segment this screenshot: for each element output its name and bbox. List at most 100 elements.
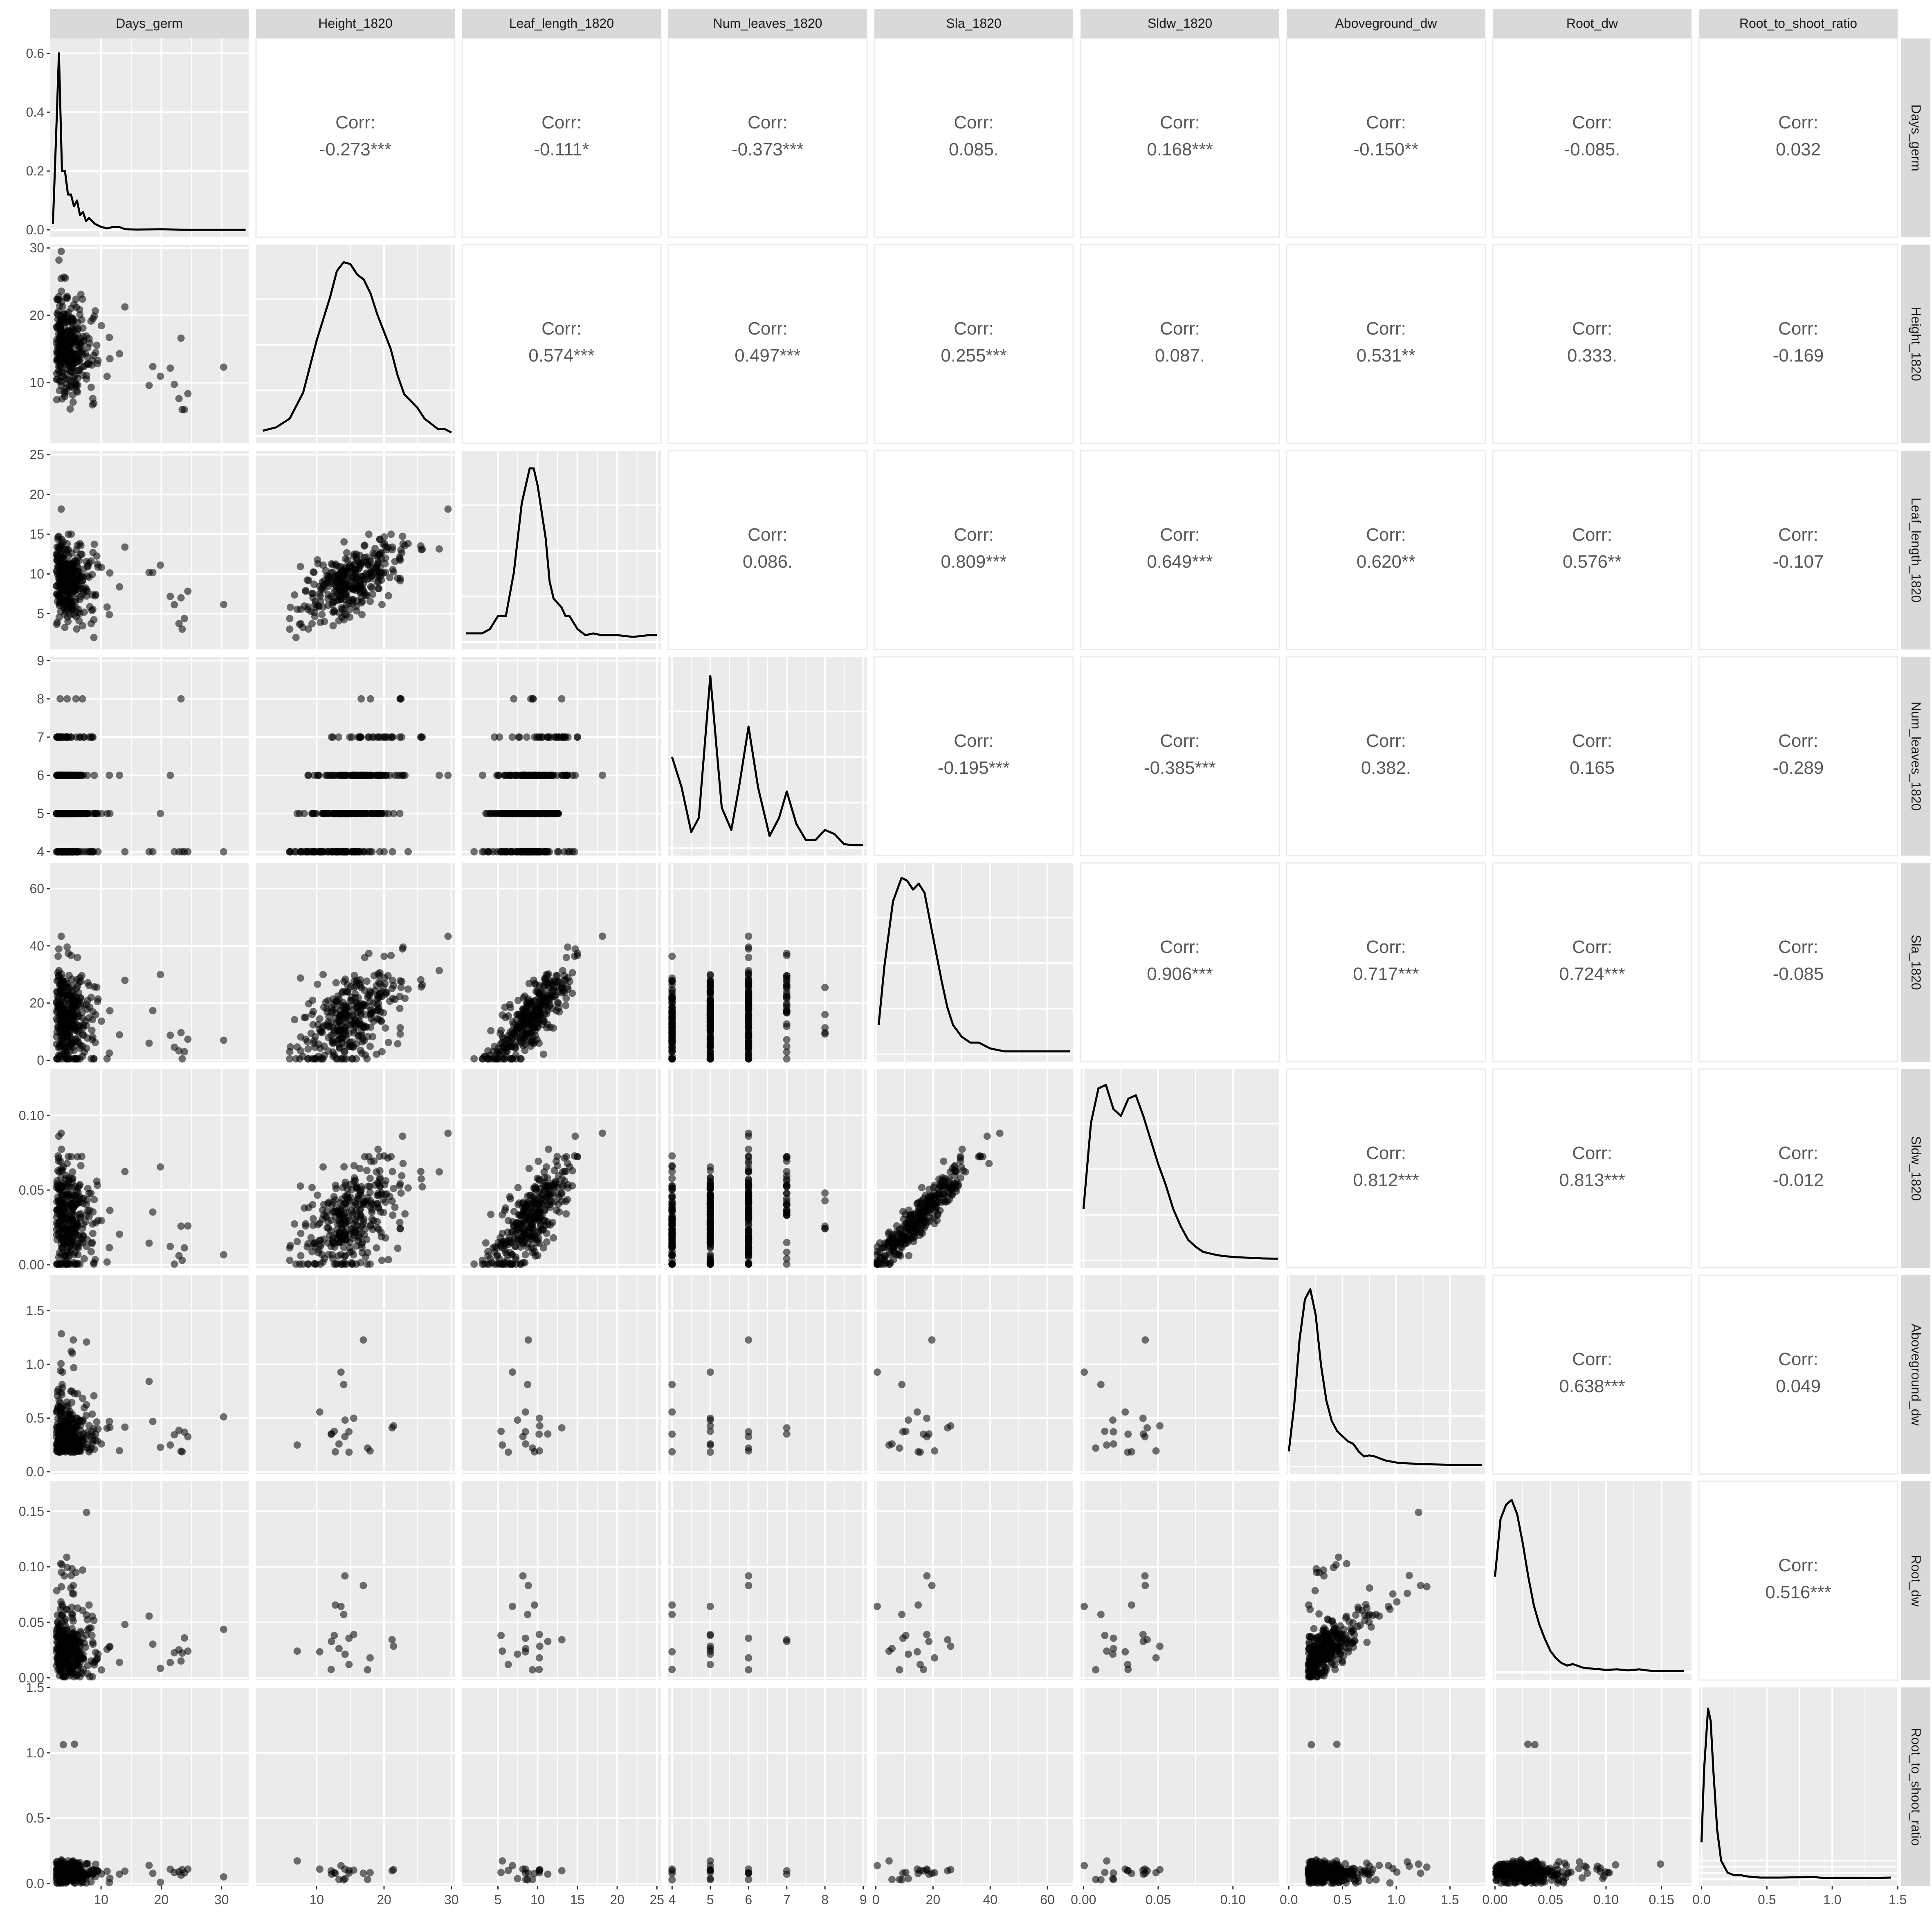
- scatter-point: [668, 1029, 676, 1036]
- scatter-point: [362, 1051, 369, 1059]
- row-label: Sldw_1820: [1909, 1136, 1923, 1201]
- scatter-point: [58, 848, 66, 856]
- scatter-point: [310, 580, 318, 588]
- scatter-point: [171, 1260, 178, 1268]
- scatter-point: [344, 556, 352, 564]
- scatter-point: [783, 1153, 791, 1161]
- scatter-point: [70, 848, 77, 856]
- scatter-point: [57, 564, 65, 571]
- corr-value: 0.620**: [1357, 552, 1415, 572]
- scatter-point: [367, 1200, 375, 1207]
- scatter-point: [394, 771, 402, 779]
- y-tick-label: 9: [37, 653, 44, 668]
- scatter-point: [157, 971, 164, 978]
- scatter-point: [503, 810, 511, 818]
- scatter-point: [706, 1252, 714, 1260]
- corr-label: Corr:: [541, 319, 582, 339]
- corr-label: Corr:: [1160, 112, 1200, 133]
- scatter-point: [357, 1259, 364, 1267]
- scatter-point: [58, 980, 65, 987]
- scatter-point: [745, 1213, 753, 1220]
- corr-panel: [1080, 38, 1280, 238]
- scatter-point: [371, 771, 379, 779]
- scatter-point: [533, 1236, 541, 1243]
- scatter-point: [220, 601, 227, 609]
- scatter-point: [58, 1146, 65, 1153]
- scatter-point: [378, 601, 386, 609]
- scatter-point: [94, 357, 102, 364]
- scatter-point: [366, 1042, 374, 1050]
- scatter-point: [668, 953, 676, 960]
- scatter-point: [57, 571, 65, 579]
- scatter-point: [90, 634, 98, 641]
- corr-value: 0.906***: [1147, 964, 1213, 984]
- scatter-point: [541, 1217, 548, 1224]
- scatter-point: [363, 1023, 371, 1031]
- scatter-point: [525, 980, 533, 987]
- scatter-point: [309, 1215, 317, 1222]
- scatter-point: [360, 1218, 368, 1226]
- scatter-point: [333, 1226, 341, 1233]
- y-tick-label: 0.0: [26, 222, 44, 237]
- scatter-point: [315, 1040, 323, 1048]
- corr-label: Corr:: [1366, 937, 1406, 957]
- scatter-point: [783, 974, 791, 982]
- scatter-point: [668, 1168, 676, 1175]
- scatter-point: [83, 1005, 91, 1013]
- corr-panel: [667, 450, 868, 650]
- scatter-point: [561, 848, 568, 856]
- corr-panel: [1286, 862, 1486, 1063]
- scatter-point: [745, 1040, 753, 1048]
- corr-panel: [255, 38, 456, 238]
- scatter-point: [69, 398, 77, 406]
- scatter-point: [93, 341, 101, 349]
- scatter-point: [65, 810, 73, 818]
- scatter-point: [322, 567, 330, 575]
- scatter-point: [78, 1152, 85, 1160]
- scatter-point: [821, 1189, 829, 1197]
- scatter-point: [82, 1017, 90, 1025]
- scatter-point: [365, 1153, 373, 1161]
- scatter-point: [83, 1196, 91, 1204]
- scatter-point: [537, 1209, 544, 1216]
- scatter-point: [376, 810, 384, 818]
- scatter-point: [327, 1019, 335, 1027]
- scatter-point: [55, 771, 63, 779]
- scatter-point: [332, 578, 340, 586]
- corr-panel: [1698, 656, 1898, 856]
- scatter-point: [323, 810, 331, 818]
- scatter-point: [382, 1024, 389, 1032]
- scatter-point: [319, 1163, 327, 1171]
- scatter-point: [417, 1168, 425, 1175]
- scatter-point: [309, 1221, 317, 1229]
- scatter-point: [523, 1028, 531, 1036]
- scatter-point: [73, 1260, 81, 1268]
- y-tick-label: 0.10: [19, 1108, 44, 1123]
- scatter-point: [531, 1186, 539, 1193]
- scatter-point: [90, 351, 98, 359]
- scatter-point: [573, 1153, 581, 1161]
- scatter-point: [394, 1245, 402, 1252]
- scatter-point: [63, 549, 70, 557]
- scatter-point: [356, 1165, 364, 1173]
- scatter-point: [558, 695, 566, 703]
- scatter-point: [291, 848, 299, 856]
- scatter-point: [352, 603, 360, 611]
- scatter-point: [706, 1003, 714, 1011]
- corr-panel: [874, 38, 1074, 238]
- scatter-point: [783, 1239, 791, 1247]
- scatter-point: [383, 989, 391, 997]
- scatter-point: [517, 1260, 524, 1268]
- scatter-point: [166, 364, 174, 372]
- scatter-point: [149, 363, 157, 371]
- scatter-point: [668, 1036, 676, 1044]
- corr-panel: [461, 244, 662, 444]
- scatter-point: [539, 1050, 547, 1058]
- scatter-point: [444, 932, 452, 940]
- scatter-point: [706, 1243, 714, 1251]
- scatter-point: [88, 1239, 96, 1247]
- scatter-point: [87, 1055, 95, 1063]
- scatter-point: [335, 1044, 343, 1051]
- scatter-point: [57, 329, 65, 337]
- scatter-point: [387, 530, 395, 538]
